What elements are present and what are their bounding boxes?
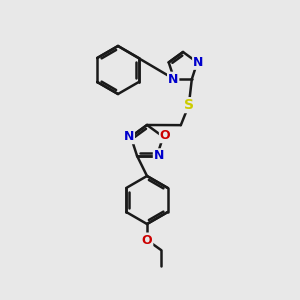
Text: N: N: [168, 73, 178, 85]
Text: N: N: [193, 56, 203, 69]
Text: O: O: [160, 129, 170, 142]
Text: N: N: [154, 149, 164, 162]
Text: N: N: [124, 130, 134, 143]
Text: S: S: [184, 98, 194, 112]
Text: O: O: [142, 233, 152, 247]
